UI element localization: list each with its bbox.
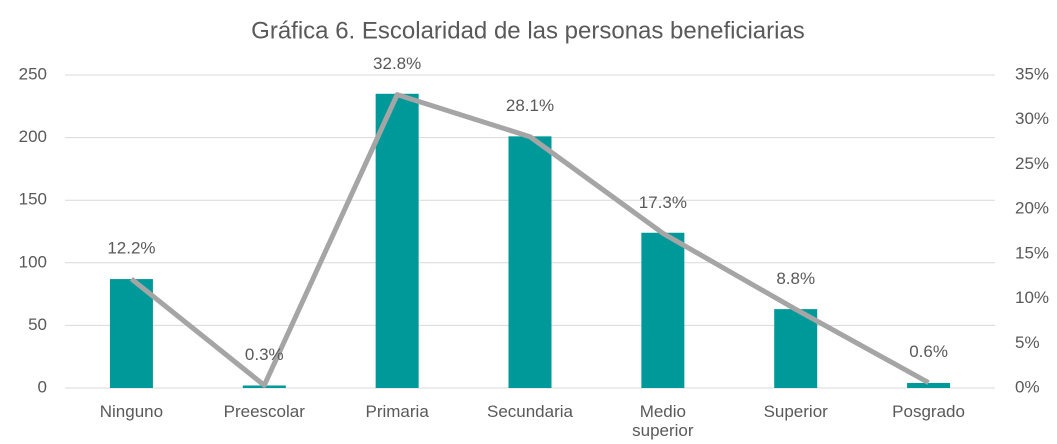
data-label: 8.8% — [776, 269, 815, 288]
y-tick-label: 200 — [19, 127, 47, 146]
y-tick-label: 0 — [38, 377, 47, 396]
y2-tick-label: 20% — [1015, 199, 1049, 218]
y-tick-label: 150 — [19, 190, 47, 209]
y2-tick-label: 5% — [1015, 333, 1040, 352]
data-label: 17.3% — [639, 193, 687, 212]
y-tick-label: 100 — [19, 252, 47, 271]
x-tick-label: Secundaria — [486, 402, 573, 421]
data-label: 0.6% — [909, 342, 948, 361]
data-label: 32.8% — [373, 54, 421, 73]
y2-tick-label: 25% — [1015, 154, 1049, 173]
x-tick-label: Ninguno — [99, 402, 164, 421]
x-tick-label: Medio superior — [632, 402, 694, 440]
y2-tick-label: 35% — [1015, 64, 1049, 83]
x-tick-label: Preescolar — [223, 402, 305, 421]
x-tick-label: Superior — [763, 402, 828, 421]
y2-tick-label: 0% — [1015, 377, 1040, 396]
bar — [109, 279, 153, 388]
bar — [641, 232, 685, 388]
bar — [907, 382, 951, 388]
bar — [774, 309, 818, 388]
data-label: 28.1% — [506, 96, 554, 115]
data-label: 12.2% — [107, 238, 155, 257]
y2-tick-label: 15% — [1015, 243, 1049, 262]
chart-title: Gráfica 6. Escolaridad de las personas b… — [251, 17, 805, 44]
y-tick-label: 250 — [19, 64, 47, 83]
x-tick-label: Posgrado — [892, 402, 965, 421]
x-tick-label: Primaria — [365, 402, 429, 421]
y2-tick-label: 10% — [1015, 288, 1049, 307]
y2-tick-label: 30% — [1015, 109, 1049, 128]
data-label: 0.3% — [245, 345, 284, 364]
y-tick-label: 50 — [28, 315, 47, 334]
bar — [375, 93, 419, 388]
line — [129, 92, 930, 388]
bar — [508, 136, 552, 388]
